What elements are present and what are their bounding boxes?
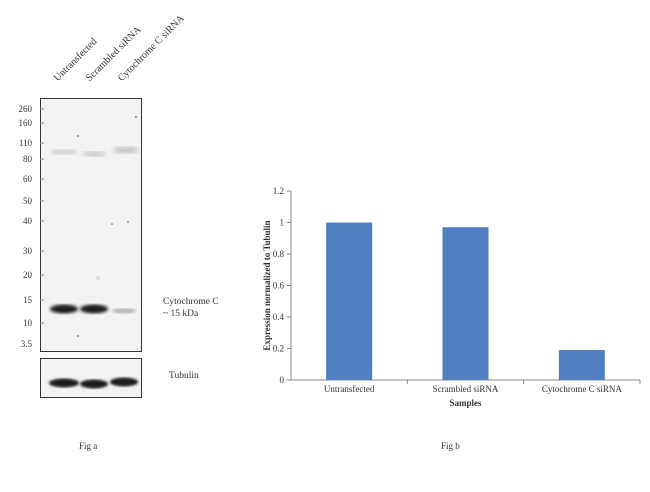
band-cytochrome-c-sirna [112,308,136,314]
fig-b-caption: Fig b [441,441,460,451]
y-tick-label: 1 [280,218,285,228]
blot-membrane [40,98,142,352]
bar [442,227,489,380]
bar [326,222,373,380]
bar [558,350,605,380]
y-tick-label: 0.6 [273,281,285,291]
mw-marker: 10 [23,318,32,328]
y-tick-label: 1.2 [273,186,284,196]
y-tick-label: 0.2 [273,344,284,354]
y-tick-label: 0.8 [273,249,285,259]
band-label-size: ~ 15 kDa [163,309,199,319]
mw-marker: 110 [18,138,32,148]
band-untransfected [50,304,78,314]
mw-marker: 160 [18,118,33,128]
y-tick-label: 0.4 [273,312,285,322]
band-scrambled-sirna [80,304,108,314]
mw-marker: 40 [23,216,32,226]
tubulin-blot [40,358,142,398]
mw-marker: 20 [23,270,32,280]
band-label-name: Cytochrome C [163,297,219,307]
mw-marker: 60 [23,174,32,184]
mw-marker: 260 [18,104,33,114]
tubulin-label: Tubulin [169,371,199,381]
mw-marker: 80 [23,154,32,164]
mw-marker: 30 [23,246,32,256]
mw-marker: 50 [23,196,32,206]
x-tick-label: Scrambled siRNA [433,384,499,394]
fig-a-caption: Fig a [79,441,98,451]
y-axis-title: Expression normalized to Tubulin [262,220,272,350]
x-axis-title: Samples [449,398,482,408]
x-tick-label: Untransfected [324,384,375,394]
mw-marker: 15 [23,295,32,305]
x-tick-label: Cytochrome C siRNA [542,384,622,394]
mw-marker: 3.5 [20,339,32,349]
y-tick-label: 0 [280,375,285,385]
